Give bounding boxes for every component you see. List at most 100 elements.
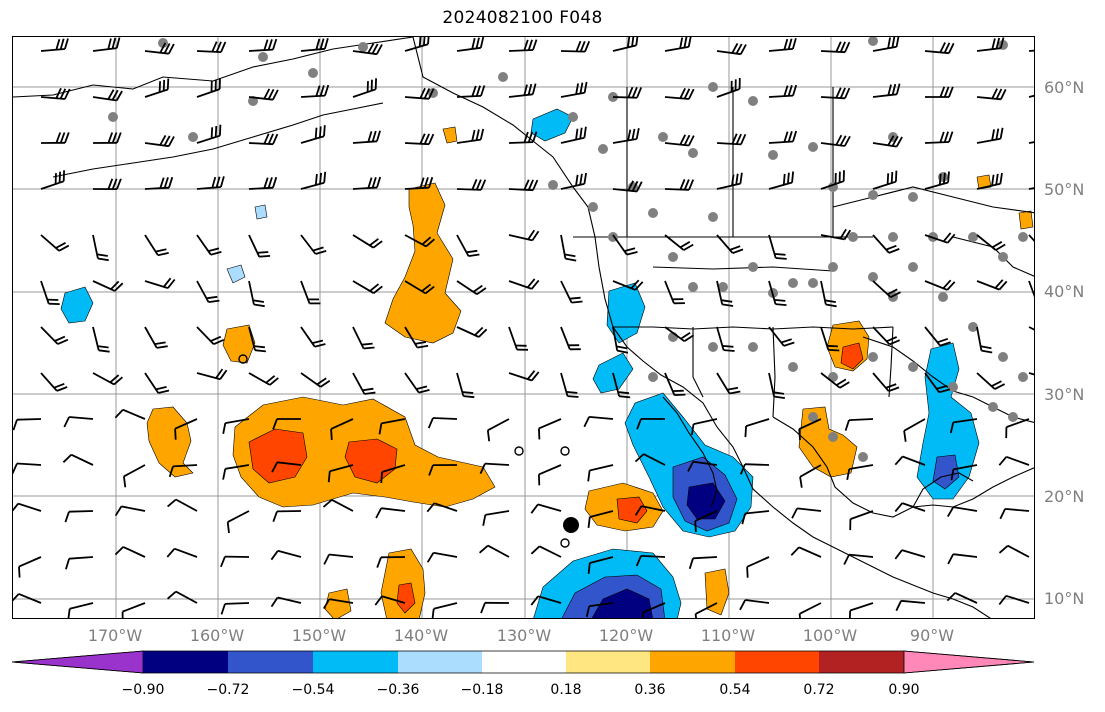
- wind-barb: [791, 507, 822, 519]
- wind-barb: [300, 37, 329, 52]
- barb-flag: [634, 281, 644, 291]
- barb-staff: [433, 551, 458, 558]
- barb-flag: [999, 172, 1003, 184]
- barb-flag: [475, 85, 481, 97]
- barb-staff: [797, 507, 822, 512]
- barb-staff: [902, 455, 926, 466]
- wind-barb: [1028, 94, 1034, 98]
- strong-negative-region: [932, 454, 960, 490]
- barb-flag: [107, 89, 115, 100]
- barb-flag: [999, 37, 1005, 49]
- colorbar-tick-label: 0.72: [803, 682, 835, 698]
- barb-flag: [369, 238, 379, 247]
- barb-flag: [942, 232, 952, 242]
- barb-flag: [162, 79, 166, 91]
- barb-flag: [271, 461, 278, 473]
- barb-staff: [329, 598, 354, 604]
- wind-barb: [480, 601, 510, 614]
- barb-staff: [643, 453, 666, 466]
- barb-flag: [526, 278, 536, 288]
- barb-flag: [688, 88, 695, 100]
- barb-flag: [376, 130, 381, 142]
- barb-flag: [844, 87, 851, 99]
- wind-barb: [300, 326, 326, 348]
- barb-flag: [843, 229, 852, 240]
- barb-flag: [721, 299, 733, 303]
- barb-flag: [364, 391, 376, 395]
- barb-flag: [947, 233, 956, 244]
- wind-barb: [330, 418, 354, 440]
- wind-barb: [849, 510, 874, 531]
- wind-barb: [560, 81, 588, 98]
- barb-flag: [322, 499, 333, 508]
- barb-flag: [683, 37, 688, 48]
- barb-flag: [531, 371, 540, 382]
- wind-barb: [456, 234, 480, 257]
- barb-flag: [479, 463, 486, 474]
- negative-anomaly-region: [60, 286, 94, 324]
- wind-barb: [998, 544, 1030, 558]
- barb-staff: [902, 502, 926, 512]
- barb-flag: [319, 126, 322, 138]
- barb-flag: [836, 378, 847, 386]
- barb-flag: [980, 345, 992, 350]
- barb-staff: [1028, 49, 1034, 52]
- barb-flag: [627, 180, 635, 192]
- barb-staff: [277, 596, 302, 604]
- strong-positive-region: [248, 428, 308, 484]
- wind-barb: [560, 372, 579, 398]
- barb-flag: [63, 416, 70, 428]
- wind-barb: [872, 372, 900, 393]
- wind-barb: [768, 130, 798, 144]
- barb-flag: [773, 395, 786, 399]
- barb-flag: [683, 134, 691, 146]
- wind-barb: [768, 234, 787, 260]
- station-marker: [768, 150, 778, 160]
- barb-staff: [953, 418, 978, 424]
- wind-barb: [894, 549, 926, 560]
- wind-barb: [196, 326, 225, 346]
- barb-flag: [527, 229, 536, 240]
- barb-flag: [54, 335, 66, 342]
- coastline-segment: [772, 326, 776, 418]
- barb-staff: [692, 556, 718, 560]
- barb-flag: [948, 131, 954, 143]
- wind-barb: [248, 326, 266, 353]
- barb-flag: [826, 344, 838, 348]
- barb-flag: [55, 87, 62, 99]
- barb-flag: [463, 395, 475, 399]
- station-marker: [908, 362, 918, 372]
- barb-flag: [64, 511, 70, 523]
- wind-barb: [427, 417, 458, 429]
- colorbar-segment: [482, 651, 566, 673]
- barb-flag: [98, 349, 110, 353]
- positive-anomaly-region: [146, 406, 194, 478]
- station-marker: [1018, 232, 1028, 242]
- barb-staff: [693, 418, 718, 425]
- colorbar-extend-min: [12, 650, 144, 674]
- barb-flag: [472, 284, 483, 293]
- barb-staff: [849, 464, 874, 470]
- wind-barb: [300, 84, 330, 98]
- barb-flag: [111, 37, 117, 49]
- wind-barb: [820, 41, 851, 54]
- barb-flag: [376, 176, 382, 188]
- wind-barb: [456, 85, 486, 98]
- map-title: 2024082100 F048: [442, 8, 603, 28]
- barb-flag: [55, 132, 62, 144]
- barb-staff: [16, 418, 42, 421]
- station-marker-open: [238, 354, 248, 364]
- wind-barb: [664, 280, 685, 305]
- station-marker: [888, 232, 898, 242]
- wind-barb: [768, 38, 797, 52]
- barb-staff: [901, 549, 926, 558]
- wind-barb: [270, 549, 302, 561]
- station-marker: [868, 190, 878, 200]
- wind-barb: [404, 176, 434, 190]
- barb-flag: [741, 513, 746, 525]
- wind-barb: [872, 326, 901, 346]
- barb-flag: [583, 126, 587, 138]
- station-marker: [708, 212, 718, 222]
- barb-staff: [277, 549, 302, 558]
- barb-flag: [642, 612, 645, 618]
